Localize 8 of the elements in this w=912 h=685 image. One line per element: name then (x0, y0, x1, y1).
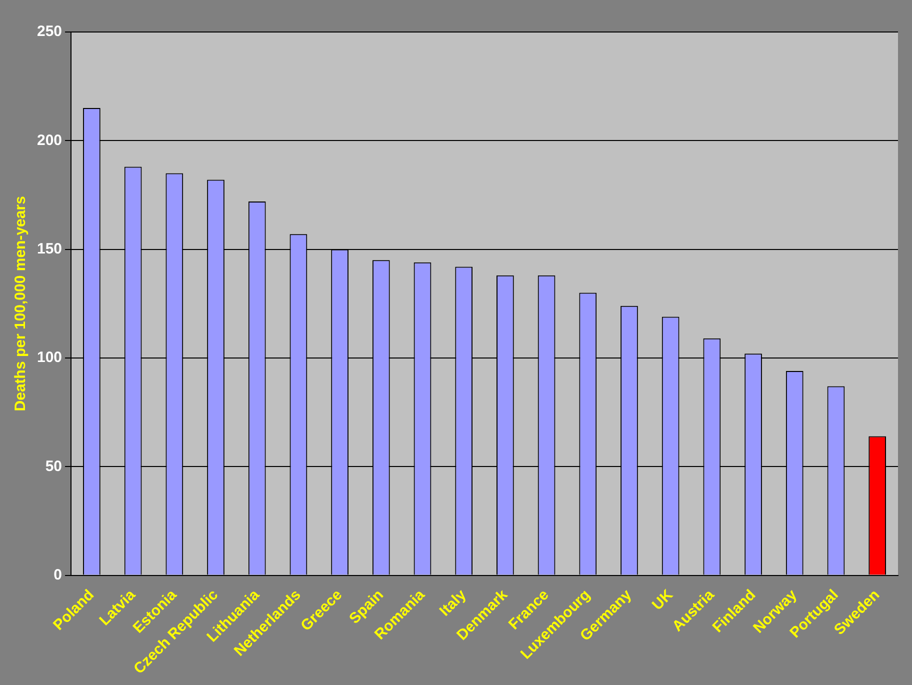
y-tick-label: 150 (36, 240, 62, 258)
y-tick-label: 100 (36, 349, 62, 366)
y-tick-label: 200 (36, 132, 62, 149)
x-tick-label: UK (648, 586, 676, 614)
y-tick-label: 250 (36, 23, 62, 40)
y-axis-title: Deaths per 100,000 men-years (12, 196, 30, 412)
y-tick-label: 50 (45, 458, 62, 475)
y-tick-label: 0 (54, 566, 62, 584)
